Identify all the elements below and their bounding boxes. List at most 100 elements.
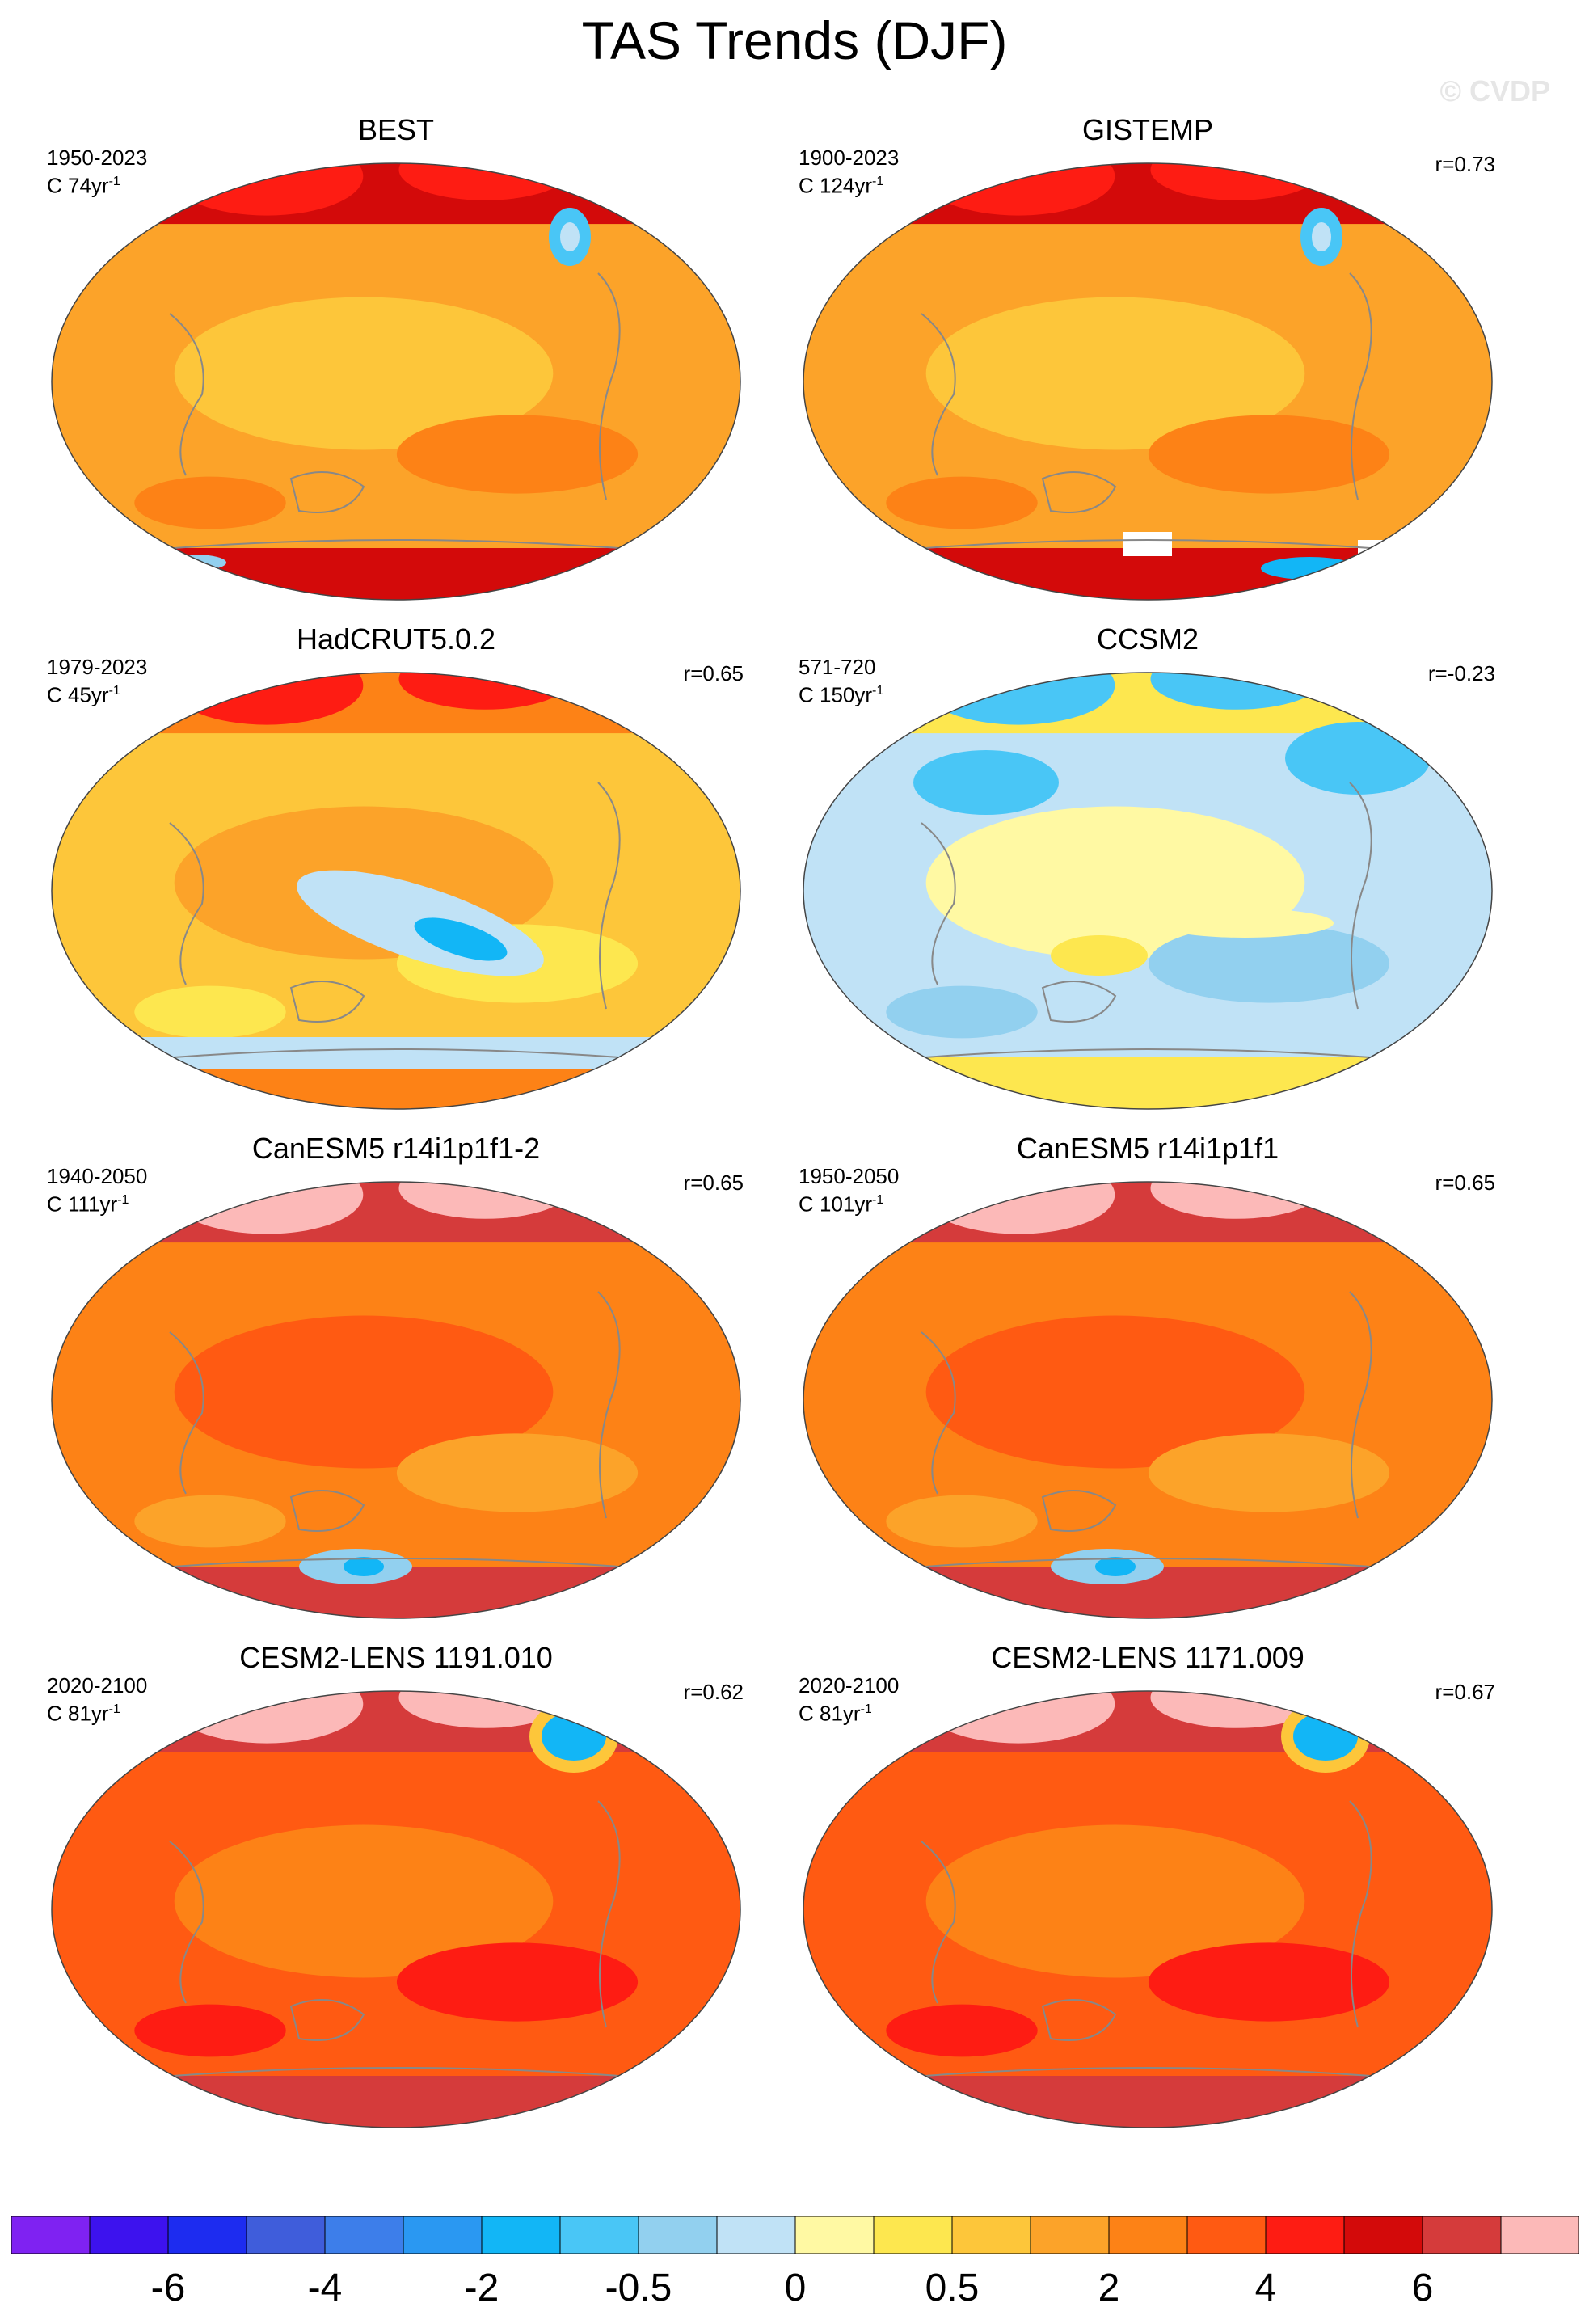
- trend-field-south-band: [803, 548, 1492, 600]
- map-border: [51, 1181, 741, 1619]
- pattern-correlation: r=0.65: [1435, 1170, 1495, 1195]
- map-border: [803, 1181, 1493, 1619]
- trend-field-tropics: [925, 1315, 1305, 1469]
- coastline: [1349, 1800, 1372, 2028]
- map-panel: CCSM2 571-720 C 150yr-1 r=-0.23: [776, 622, 1519, 1110]
- colorbar-swatch: [873, 2216, 953, 2254]
- coastline: [1041, 981, 1117, 1023]
- world-map: [803, 1181, 1493, 1619]
- trend-units: C 45yr-1: [47, 682, 120, 707]
- colorbar-tick-label: -0.5: [605, 2267, 672, 2309]
- panel-title: HadCRUT5.0.2: [296, 622, 496, 656]
- trend-field-cold-spot-core: [560, 222, 580, 251]
- trend-field-subtropics: [1148, 415, 1390, 494]
- panel-period-label: 1900-2023 C 124yr-1: [799, 146, 899, 198]
- map-panel: CanESM5 r14i1p1f1 1950-2050 C 101yr-1 r=0.6…: [776, 1132, 1519, 1619]
- colorbar-tick-label: 0.5: [925, 2267, 980, 2309]
- coastline: [169, 822, 204, 985]
- trend-field-subtropics: [396, 415, 639, 494]
- period-range: 1950-2050: [799, 1164, 900, 1188]
- world-map: [51, 162, 741, 601]
- coastline: [597, 1291, 621, 1519]
- colorbar-tick-label: -2: [465, 2267, 499, 2309]
- watermark: © CVDP: [1439, 74, 1550, 108]
- trend-field-south: [886, 985, 1038, 1039]
- colorbar-swatch: [481, 2216, 561, 2254]
- colorbar-swatch: [1030, 2216, 1110, 2254]
- trend-field-cold-spot-core: [1312, 222, 1331, 251]
- colorbar-swatch: [1186, 2216, 1267, 2254]
- trend-field-warm-patch: [1156, 909, 1334, 938]
- pattern-correlation: r=0.65: [683, 1170, 744, 1195]
- trend-field-tropics: [925, 297, 1305, 450]
- coastline: [921, 822, 956, 985]
- pattern-correlation: r=0.67: [1435, 1680, 1495, 1704]
- map-panel: CESM2-LENS 1171.009 2020-2100 C 81yr-1 r=0.…: [776, 1641, 1519, 2128]
- panel-period-label: 571-720 C 150yr-1: [799, 655, 883, 707]
- map-panel: CESM2-LENS 1191.010 2020-2100 C 81yr-1 r=0.…: [24, 1641, 768, 2128]
- panel-title: CanESM5 r14i1p1f1: [1016, 1132, 1279, 1165]
- trend-field-cold-spot: [1293, 1712, 1358, 1761]
- panel-title: CCSM2: [1096, 622, 1199, 656]
- trend-field-south: [134, 985, 286, 1039]
- trend-field-tropics: [174, 297, 554, 450]
- world-map: [803, 162, 1493, 601]
- coastline: [597, 1800, 621, 2028]
- colorbar-swatch: [167, 2216, 247, 2254]
- trend-field-south: [886, 1495, 1038, 1548]
- colorbar-tick-label: 6: [1412, 2267, 1434, 2309]
- trend-field-cold-patch: [1285, 722, 1431, 795]
- trend-units: C 101yr-1: [799, 1192, 884, 1217]
- trend-field-tropics: [174, 1315, 554, 1469]
- trend-units-exponent: -1: [872, 175, 884, 188]
- period-range: 2020-2100: [799, 1673, 900, 1698]
- trend-units-exponent: -1: [872, 1193, 884, 1207]
- coastline: [1041, 1999, 1117, 2041]
- trend-field-subtropics: [1148, 1433, 1390, 1512]
- world-map: [803, 672, 1493, 1110]
- panel-title: CESM2-LENS 1191.010: [239, 1641, 553, 1674]
- colorbar-swatch: [246, 2216, 326, 2254]
- trend-units-exponent: -1: [108, 684, 120, 698]
- map-panel: BEST 1950-2023 C 74yr-1: [24, 113, 768, 601]
- period-range: 1900-2023: [799, 146, 900, 170]
- colorbar-swatch: [716, 2216, 796, 2254]
- trend-field-south: [886, 2004, 1038, 2057]
- colorbar-swatch: [11, 2216, 91, 2254]
- coastline: [1041, 1490, 1117, 1532]
- colorbar-swatch: [559, 2216, 639, 2254]
- period-range: 1940-2050: [47, 1164, 148, 1188]
- period-range: 571-720: [799, 655, 876, 679]
- trend-field-cold-spot: [1261, 557, 1358, 580]
- period-range: 1950-2023: [47, 146, 148, 170]
- colorbar-tick-label: 4: [1255, 2267, 1277, 2309]
- panel-period-label: 1979-2023 C 45yr-1: [47, 655, 147, 707]
- map-panel: CanESM5 r14i1p1f1-2 1940-2050 C 111yr-1 r=0…: [24, 1132, 768, 1619]
- map-border: [803, 162, 1493, 601]
- colorbar-swatch: [324, 2216, 404, 2254]
- colorbar-swatch: [1108, 2216, 1188, 2254]
- colorbar-swatch: [403, 2216, 483, 2254]
- figure-title: TAS Trends (DJF): [581, 11, 1008, 70]
- map-panel: HadCRUT5.0.2 1979-2023 C 45yr-1 r=0.65: [24, 622, 768, 1110]
- trend-field-cold-spot: [542, 1712, 606, 1761]
- trend-field-south: [134, 1495, 286, 1548]
- missing-data: [1123, 532, 1172, 556]
- trend-units: C 81yr-1: [47, 1701, 120, 1726]
- coastline: [169, 1331, 204, 1495]
- trend-field-south: [134, 476, 286, 529]
- colorbar: -6 -4 -2 -0.5 0 0.5 2 4 6: [11, 2216, 1579, 2309]
- panel-period-label: 1950-2023 C 74yr-1: [47, 146, 147, 198]
- panel-period-label: 2020-2100 C 81yr-1: [47, 1673, 147, 1726]
- colorbar-tick-label: -4: [308, 2267, 343, 2309]
- pattern-correlation: r=-0.23: [1427, 661, 1495, 685]
- colorbar-swatch: [638, 2216, 718, 2254]
- map-border: [51, 162, 741, 601]
- trend-field-cold-patch: [913, 750, 1059, 815]
- trend-field-warm-patch: [1051, 935, 1148, 976]
- trend-field-southern-ocean: [52, 1037, 740, 1069]
- world-map: [51, 672, 741, 1110]
- trend-field-south-band: [52, 2076, 740, 2128]
- colorbar-swatch: [89, 2216, 169, 2254]
- coastline: [289, 471, 365, 513]
